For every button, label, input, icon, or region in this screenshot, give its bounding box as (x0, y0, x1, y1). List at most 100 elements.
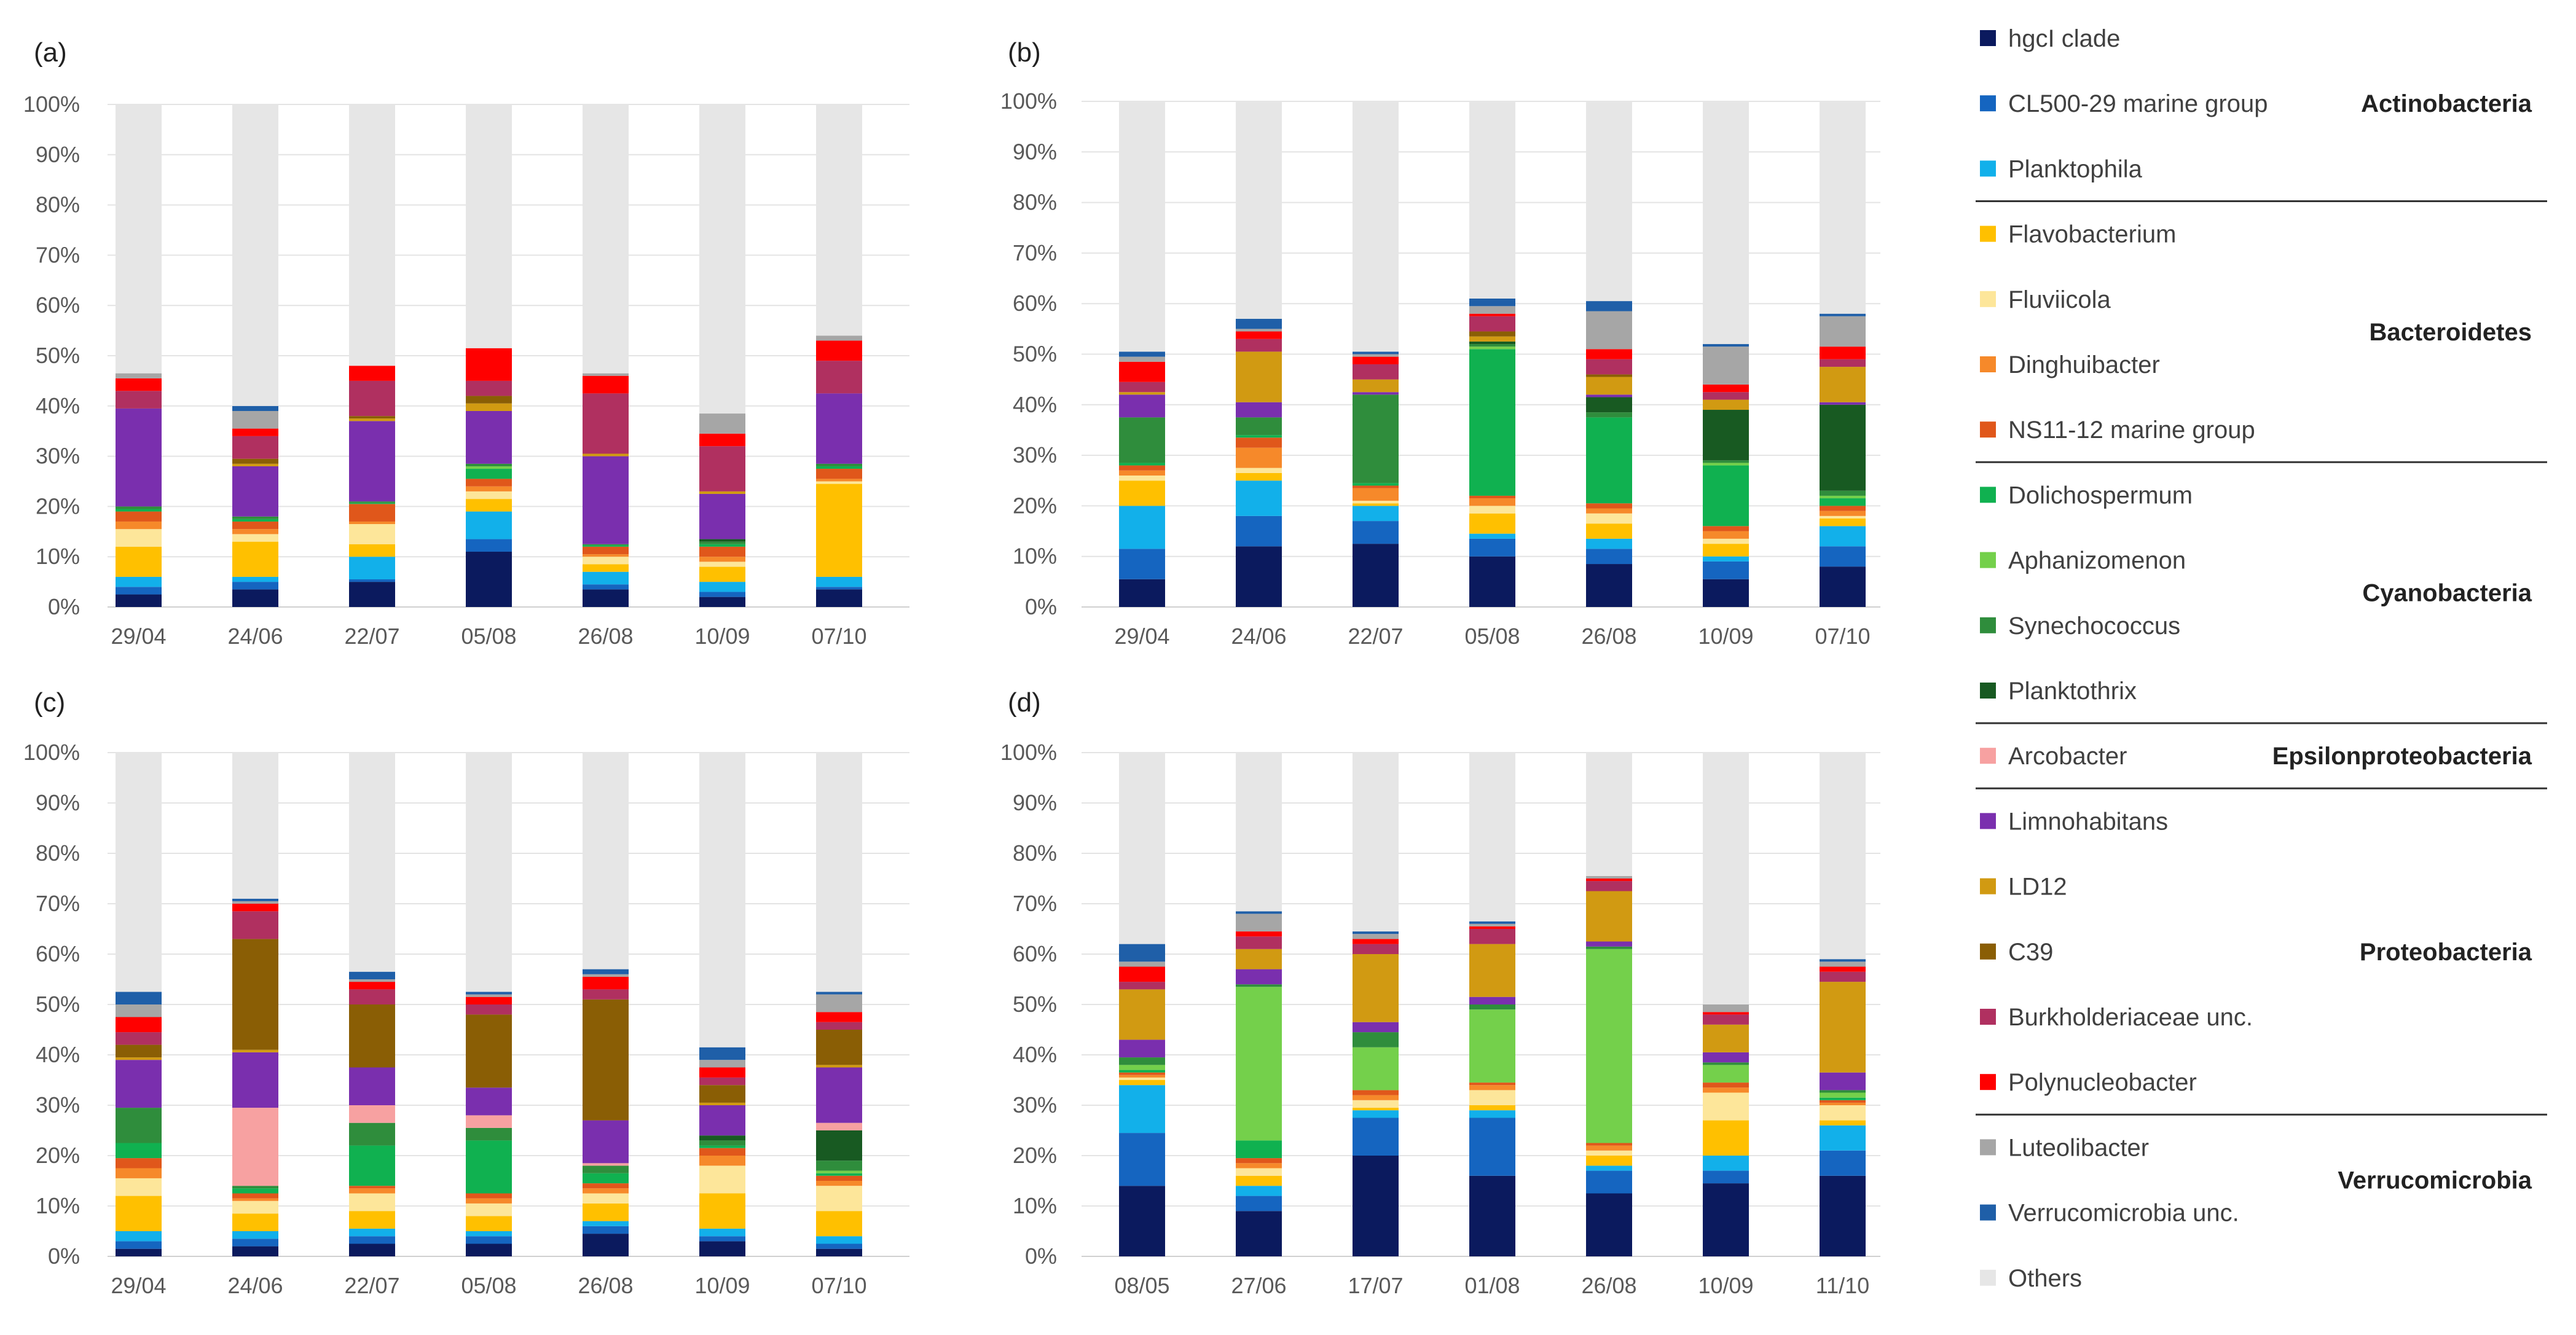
bar-segment-flavobacterium (816, 483, 862, 577)
bar-segment-flavobacterium (1703, 1120, 1749, 1156)
bar-segment-luteolibacter (1119, 961, 1165, 967)
bar-segment-burkholderiaceae-unc (583, 989, 629, 1000)
bar-segment-cl500-29-marine-group (1703, 1170, 1749, 1184)
bar-segment-planktothrix (699, 1135, 745, 1141)
bar-segment-burkholderiaceae-unc (1469, 316, 1515, 332)
bar-segment-dolichospermum (1353, 483, 1399, 486)
chart-panel-1: (b) 0% 10% 20% 30% 40% 50% 60% 70% 80% 90% 100% 29/0… (1000, 37, 1880, 649)
bar-segment-dolichospermum (583, 545, 629, 547)
bar-segment-dinghuibacter (1469, 498, 1515, 506)
bar-segment-ld12 (583, 453, 629, 456)
bar-segment-burkholderiaceae-unc (699, 1077, 745, 1086)
bar-segment-luteolibacter (1469, 923, 1515, 926)
bar-segment-ns11-12-marine-group (1353, 485, 1399, 488)
y-tick-label: 70% (1013, 240, 1057, 265)
bar-segment-ld12 (116, 1057, 162, 1060)
bar-segment-verrucomicrobia-unc (1236, 318, 1282, 329)
bar-segment-limnohabitans (232, 1052, 278, 1108)
bar-segment-fluviicola (1586, 513, 1632, 524)
x-tick-label: 22/07 (344, 624, 399, 649)
bar-segment-luteolibacter (1353, 934, 1399, 939)
bar-segment-burkholderiaceae-unc (1236, 339, 1282, 352)
bar-segment-cl500-29-marine-group (1703, 561, 1749, 579)
bar-segment-dolichospermum (1820, 1097, 1866, 1100)
bar-segment-luteolibacter (1586, 311, 1632, 350)
y-tick-label: 80% (36, 192, 80, 217)
y-tick-label: 100% (23, 92, 80, 117)
bar-segment-burkholderiaceae-unc (1820, 359, 1866, 367)
bar-segment-planktothrix (1469, 341, 1515, 345)
bar-segment-luteolibacter (1586, 875, 1632, 879)
bar-segment-polynucleobacter (1586, 879, 1632, 882)
bar-segment-aphanizomenon (466, 466, 512, 469)
bar-segment-others (1469, 101, 1515, 299)
bar-segment-luteolibacter (1820, 316, 1866, 347)
bar-segment-hgci-clade (699, 597, 745, 607)
bar-segment-fluviicola (699, 1165, 745, 1194)
bar-segment-synechococcus (1469, 1004, 1515, 1010)
bar-segment-others (1236, 101, 1282, 319)
bar-segment-polynucleobacter (116, 1017, 162, 1033)
bar-segment-aphanizomenon (1236, 987, 1282, 1141)
bar-segment-luteolibacter (583, 974, 629, 977)
bar-segment-cl500-29-marine-group (232, 1239, 278, 1247)
bar-segment-burkholderiaceae-unc (1469, 929, 1515, 944)
bar-segment-verrucomicrobia-unc (1820, 313, 1866, 316)
bar-segment-ns11-12-marine-group (699, 546, 745, 557)
bar-segment-dolichospermum (1586, 417, 1632, 504)
bar-segment-limnohabitans (1119, 394, 1165, 418)
bar-segment-cl500-29-marine-group (816, 1243, 862, 1249)
bar-segment-polynucleobacter (1119, 361, 1165, 382)
y-tick-label: 100% (1000, 740, 1057, 765)
bar-segment-fluviicola (816, 1186, 862, 1212)
legend-label-c39: C39 (2008, 939, 2053, 966)
bar-segment-burkholderiaceae-unc (1119, 982, 1165, 990)
bar-segment-synechococcus (1586, 946, 1632, 949)
bar-segment-verrucomicrobia-unc (699, 1047, 745, 1060)
bar-segment-planktophila (1119, 506, 1165, 549)
bar-segment-fluviicola (1820, 1105, 1866, 1121)
x-tick-label: 05/08 (461, 624, 516, 649)
bar-segment-synechococcus (1820, 490, 1866, 496)
bar-segment-c39 (699, 1085, 745, 1103)
bar-segment-fluviicola (232, 1200, 278, 1214)
bar-segment-hgci-clade (1353, 544, 1399, 607)
bar-segment-flavobacterium (116, 546, 162, 577)
bar-segment-flavobacterium (349, 1211, 395, 1229)
bar-segment-ld12 (1119, 989, 1165, 1040)
bar-segment-flavobacterium (1820, 1120, 1866, 1126)
bar-segment-burkholderiaceae-unc (116, 391, 162, 409)
x-tick-label: 29/04 (1114, 624, 1169, 649)
bar-segment-luteolibacter (1703, 346, 1749, 385)
legend-label-arcobacter: Arcobacter (2008, 743, 2127, 770)
bar-segment-hgci-clade (816, 1248, 862, 1256)
bar-segment-flavobacterium (816, 1211, 862, 1237)
bar-segment-burkholderiaceae-unc (232, 436, 278, 459)
bar-segment-synechococcus (1236, 417, 1282, 436)
bar-segment-hgci-clade (116, 594, 162, 607)
bar-segment-hgci-clade (1469, 556, 1515, 607)
x-tick-label: 05/08 (461, 1273, 516, 1298)
y-tick-label: 40% (1013, 392, 1057, 417)
bar-segment-planktothrix (699, 539, 745, 542)
bar-segment-dinghuibacter (1586, 1145, 1632, 1151)
bar-segment-c39 (116, 1044, 162, 1058)
bar-segment-burkholderiaceae-unc (1236, 936, 1282, 949)
bar-segment-ld12 (816, 1065, 862, 1068)
bar-segment-planktophila (116, 1231, 162, 1242)
bar-segment-others (232, 753, 278, 899)
bar-segment-dolichospermum (232, 1188, 278, 1194)
bar-segment-others (1119, 753, 1165, 944)
bar-segment-luteolibacter (1703, 1004, 1749, 1012)
bar-segment-flavobacterium (1703, 544, 1749, 557)
bar-segment-polynucleobacter (466, 996, 512, 1004)
bar-segment-others (1586, 101, 1632, 302)
bar-segment-arcobacter (816, 1122, 862, 1130)
bar-segment-hgci-clade (466, 1243, 512, 1256)
bar-segment-dinghuibacter (349, 1188, 395, 1194)
bar-segment-verrucomicrobia-unc (116, 992, 162, 1004)
bar-segment-synechococcus (349, 1122, 395, 1146)
bar-segment-planktophila (1236, 1186, 1282, 1196)
bar-segment-limnohabitans (583, 456, 629, 544)
bar-segment-polynucleobacter (1820, 346, 1866, 359)
